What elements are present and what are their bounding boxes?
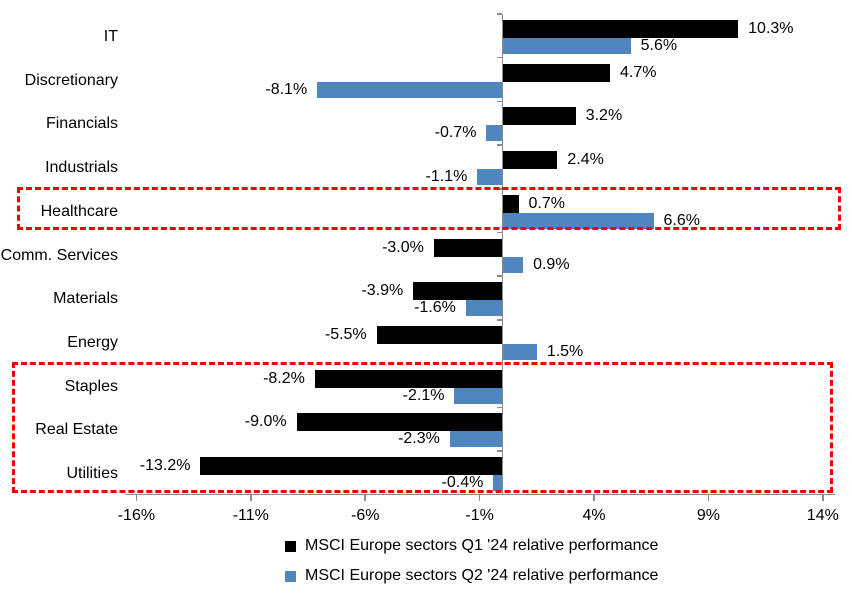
- y-tick-mark: [496, 231, 502, 234]
- x-axis-tick-label: -16%: [117, 506, 156, 524]
- value-label: 4.7%: [620, 63, 657, 81]
- value-label: -1.1%: [425, 168, 468, 186]
- y-tick-mark: [496, 188, 502, 190]
- y-tick-mark: [496, 56, 502, 59]
- legend-swatch-q2: [285, 570, 296, 582]
- value-label: -5.5%: [324, 325, 367, 343]
- y-tick-mark: [496, 13, 502, 15]
- value-label: -13.2%: [139, 457, 191, 474]
- bar-q1: [200, 457, 503, 475]
- x-tick-mark: [135, 494, 138, 501]
- bar-q2: [449, 431, 503, 448]
- value-label: -8.1%: [265, 80, 308, 98]
- value-label: 3.2%: [585, 107, 623, 125]
- bar-q2: [454, 387, 503, 404]
- legend-label: MSCI Europe sectors Q1 '24 relative perf…: [305, 537, 659, 554]
- y-tick-mark: [496, 319, 502, 321]
- bar-q1: [296, 413, 503, 432]
- category-label: Real Estate: [35, 421, 118, 439]
- value-label: -8.2%: [263, 369, 305, 387]
- bar-q2: [502, 212, 654, 229]
- category-label: IT: [103, 28, 118, 45]
- legend: MSCI Europe sectors Q1 '24 relative perf…: [285, 537, 658, 597]
- y-tick-mark: [496, 362, 502, 365]
- legend-item: MSCI Europe sectors Q1 '24 relative perf…: [285, 537, 658, 555]
- value-label: 10.3%: [748, 20, 794, 37]
- bar-q1: [502, 194, 519, 213]
- bar-q1: [502, 107, 576, 126]
- y-tick-mark: [496, 275, 502, 277]
- y-tick-mark: [496, 144, 502, 146]
- bar-q2: [317, 81, 503, 98]
- category-label: Utilities: [66, 465, 118, 482]
- legend-swatch-q1: [285, 540, 296, 552]
- bar-q1: [502, 20, 739, 38]
- value-label: -2.3%: [398, 430, 440, 448]
- category-label: Industrials: [45, 159, 118, 177]
- value-label: -2.1%: [402, 386, 445, 404]
- category-label: Financials: [45, 115, 118, 133]
- y-tick-mark: [496, 406, 502, 409]
- x-tick-mark: [593, 494, 595, 501]
- bar-q1: [502, 151, 558, 170]
- bar-q2: [502, 343, 537, 360]
- value-label: -3.0%: [382, 238, 424, 256]
- category-label: Materials: [53, 290, 118, 308]
- y-axis-line: [501, 14, 504, 495]
- y-tick-mark: [496, 450, 502, 452]
- value-label: -9.0%: [244, 413, 287, 431]
- bar-q2: [486, 125, 503, 142]
- bar-q1: [376, 325, 503, 344]
- x-tick-mark: [364, 494, 366, 501]
- x-tick-mark: [707, 494, 710, 501]
- value-label: 5.6%: [640, 37, 678, 54]
- category-label: Energy: [67, 333, 118, 351]
- x-tick-mark: [250, 494, 252, 501]
- bar-q2: [493, 475, 503, 491]
- value-label: -0.4%: [441, 474, 484, 491]
- bar-q1: [502, 63, 611, 82]
- value-label: -0.7%: [434, 124, 477, 142]
- bar-q1: [413, 282, 503, 301]
- x-axis-tick-label: -6%: [350, 506, 380, 524]
- x-tick-mark: [478, 494, 481, 501]
- value-label: 1.5%: [546, 342, 584, 360]
- value-label: 0.7%: [528, 194, 565, 212]
- x-axis-tick-label: -11%: [232, 506, 269, 524]
- value-label: 6.6%: [663, 211, 700, 229]
- x-axis-tick-label: 9%: [696, 506, 720, 524]
- bar-q2: [477, 169, 503, 186]
- bar-q2: [502, 256, 524, 273]
- x-axis-tick-label: -1%: [465, 506, 494, 524]
- x-axis-tick-label: 4%: [582, 506, 606, 524]
- legend-item: MSCI Europe sectors Q2 '24 relative perf…: [285, 567, 658, 585]
- bar-q1: [433, 238, 503, 257]
- x-axis-tick-label: 14%: [806, 506, 839, 524]
- category-label: Staples: [64, 377, 118, 395]
- legend-label: MSCI Europe sectors Q2 '24 relative perf…: [305, 567, 659, 584]
- value-label: -3.9%: [361, 282, 404, 300]
- y-tick-mark: [496, 100, 502, 103]
- value-label: 2.4%: [567, 151, 604, 169]
- category-label: Discretionary: [24, 71, 118, 89]
- category-label: Healthcare: [40, 202, 118, 220]
- highlight-box: [17, 186, 841, 231]
- value-label: 0.9%: [533, 255, 570, 273]
- x-tick-mark: [822, 494, 824, 501]
- bar-q2: [465, 300, 503, 317]
- value-label: -1.6%: [414, 299, 456, 317]
- bar-q1: [314, 369, 503, 388]
- bar-q2: [502, 38, 631, 54]
- category-label: Comm. Services: [0, 246, 118, 264]
